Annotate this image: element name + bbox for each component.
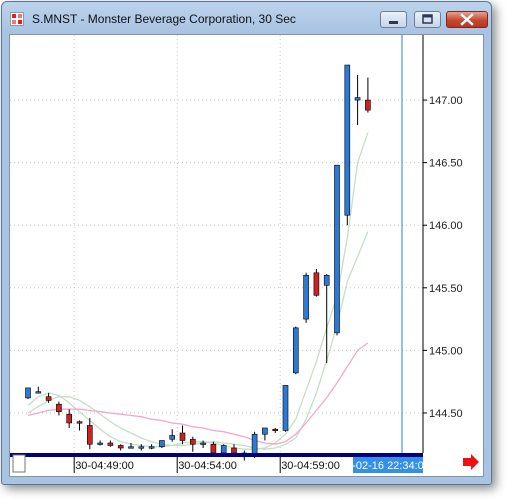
candle-up (138, 444, 145, 451)
moving-averages (27, 132, 369, 450)
title-bar[interactable]: S.MNST - Monster Beverage Corporation, 3… (2, 2, 491, 34)
ma-mid-line (27, 231, 369, 450)
candles (25, 64, 371, 461)
price-tick-label: 146.50 (429, 158, 463, 170)
price-tick-label: 147.00 (429, 95, 463, 107)
candle-up (128, 442, 134, 449)
price-chart[interactable]: 147.00 146.50 146.00 145.50 145.00 144.50 30-… (10, 35, 483, 476)
price-tick-label: 145.50 (429, 283, 463, 295)
time-tick-label: 30-04:59:00 (281, 460, 340, 472)
candle-up (159, 440, 165, 448)
candle-down (313, 269, 320, 297)
candle-up (282, 385, 289, 432)
candle-down (76, 420, 83, 431)
window-title: S.MNST - Monster Beverage Corporation, 3… (32, 12, 296, 26)
candle-down (87, 417, 93, 450)
candle-down (66, 409, 73, 428)
scroll-box[interactable] (12, 454, 26, 473)
price-tick-label: 145.00 (429, 345, 463, 357)
chart-window: S.MNST - Monster Beverage Corporation, 3… (1, 1, 492, 485)
candle-up (220, 444, 227, 455)
maximize-button[interactable] (414, 11, 441, 28)
candle-down (179, 425, 186, 445)
candle-up (323, 274, 330, 363)
ma-slow-line (27, 342, 369, 445)
time-tick-label: 30-04:49:00 (75, 460, 134, 472)
candle-up (97, 440, 103, 446)
minimize-icon (389, 21, 398, 24)
time-axis[interactable]: 30-04:49:00 30-04:54:00 30-04:59:00 (10, 453, 423, 473)
app-icon (10, 12, 24, 26)
candle-up (148, 444, 155, 450)
right-arrow-icon[interactable] (463, 454, 479, 470)
candle-up (334, 164, 340, 336)
cursor-time-text: 5-02-16 22:34:00 (346, 460, 430, 472)
maximize-icon (422, 14, 433, 24)
candle-up (292, 326, 299, 375)
candle-down (117, 444, 124, 451)
candle-down (272, 427, 279, 433)
candle-down (365, 77, 371, 113)
candle-down (231, 444, 237, 455)
time-axis-bar (10, 453, 423, 457)
candle-up (169, 429, 175, 442)
candle-up (200, 440, 206, 448)
candle-up (25, 387, 31, 400)
candle-down (107, 440, 114, 447)
candle-down (56, 401, 62, 416)
candle-up (354, 75, 361, 126)
close-icon (460, 13, 474, 26)
price-tick-label: 146.00 (429, 220, 463, 232)
candle-down (190, 436, 196, 452)
minimize-button[interactable] (380, 11, 407, 28)
candle-up (262, 427, 268, 441)
cursor-time-label: 5-02-16 22:34:00 (346, 457, 430, 473)
scroll-right-arrow[interactable] (463, 454, 479, 470)
price-tick-label: 144.50 (429, 408, 463, 420)
candle-up (35, 386, 42, 394)
candle-up (303, 272, 309, 323)
price-axis[interactable]: 147.00 146.50 146.00 145.50 145.00 144.50 (422, 35, 463, 453)
ma-fast-line (27, 132, 369, 450)
candle-down (45, 392, 52, 403)
candle-up (344, 64, 351, 226)
close-button[interactable] (446, 11, 488, 28)
chart-area[interactable]: 147.00 146.50 146.00 145.50 145.00 144.50 30-… (9, 34, 484, 477)
grid (10, 35, 423, 453)
time-tick-label: 30-04:54:00 (178, 460, 237, 472)
